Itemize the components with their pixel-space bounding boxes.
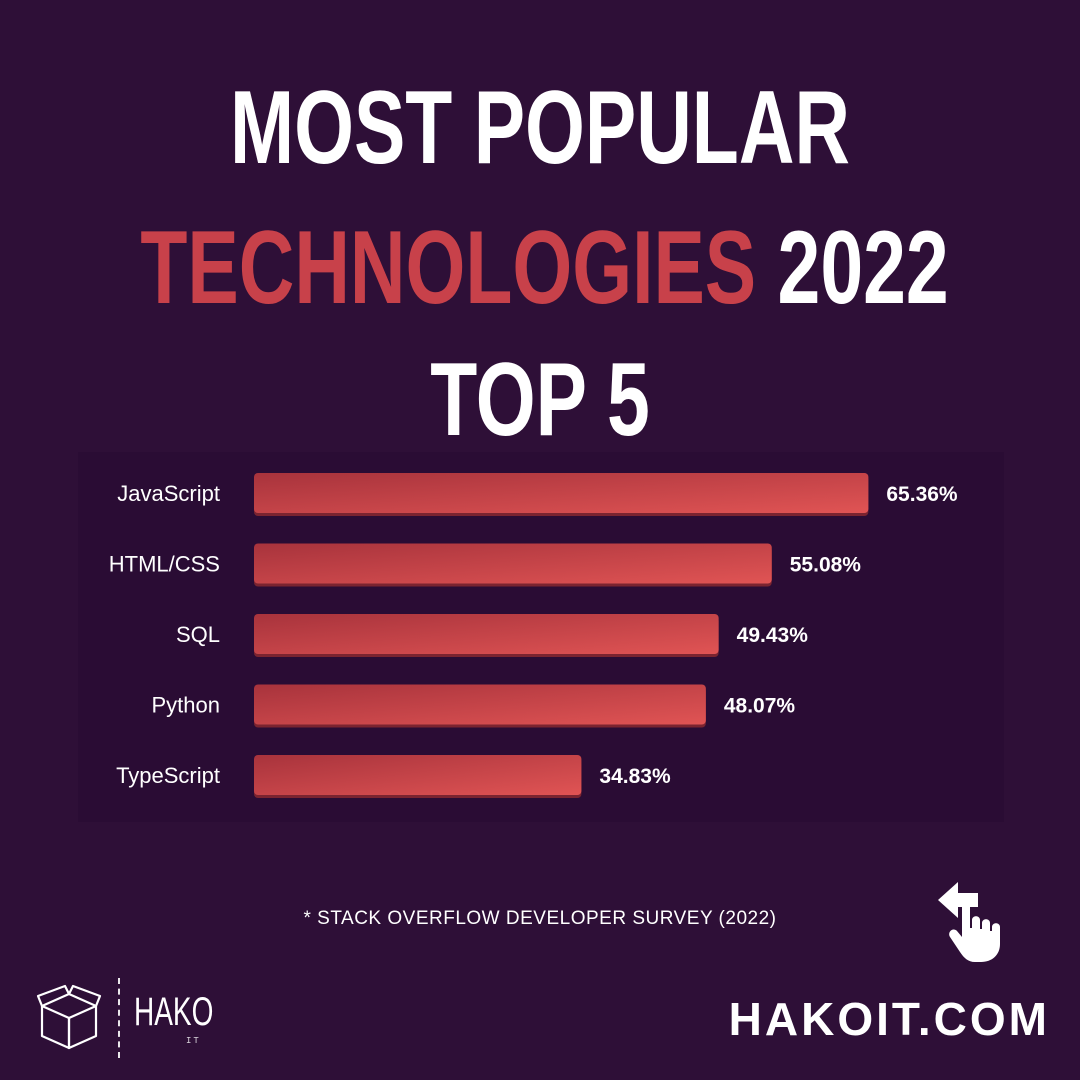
bar [254,543,772,584]
bar [254,473,869,513]
logo-wordmark: HAKO [134,990,214,1034]
title-line-1: MOST POPULAR [140,76,939,180]
swipe-left-hand-icon [928,876,1018,966]
source-note: * STACK OVERFLOW DEVELOPER SURVEY (2022) [303,908,777,929]
site-url: HAKOIT.COM [728,993,1050,1045]
value-label: 48.07% [724,695,796,718]
title-line-2: TECHNOLOGIES 2022 [140,216,948,320]
category-label: Python [152,693,221,718]
value-label: 65.36% [886,483,958,506]
hako-logo: HAKO IT [36,978,226,1058]
bar-chart: JavaScript 65.36% HTML/CSS 55.08% SQL 49.43% P… [109,473,958,798]
value-label: 34.83% [599,765,671,788]
title-year: 2022 [777,210,949,326]
value-label: 49.43% [737,624,809,647]
bar [254,614,719,654]
title-line-3: TOP 5 [140,348,939,452]
value-label: 55.08% [790,554,862,577]
logo-divider [118,978,122,1058]
title-line-1-text: MOST POPULAR [230,70,850,186]
category-label: JavaScript [117,481,220,506]
title-line-3-text: TOP 5 [430,342,650,458]
bars-layer: JavaScript 65.36% HTML/CSS 55.08% SQL 49.43% P… [109,473,958,798]
bar [254,684,706,725]
category-label: HTML/CSS [109,552,220,577]
box-icon [36,984,102,1050]
logo-subtext: IT [186,1036,201,1046]
bar [254,755,582,795]
chart-panel: JavaScript 65.36% HTML/CSS 55.08% SQL 49.43% P… [78,452,1004,822]
title-accent-word: TECHNOLOGIES [140,210,757,326]
category-label: SQL [176,622,220,647]
category-label: TypeScript [116,763,220,788]
